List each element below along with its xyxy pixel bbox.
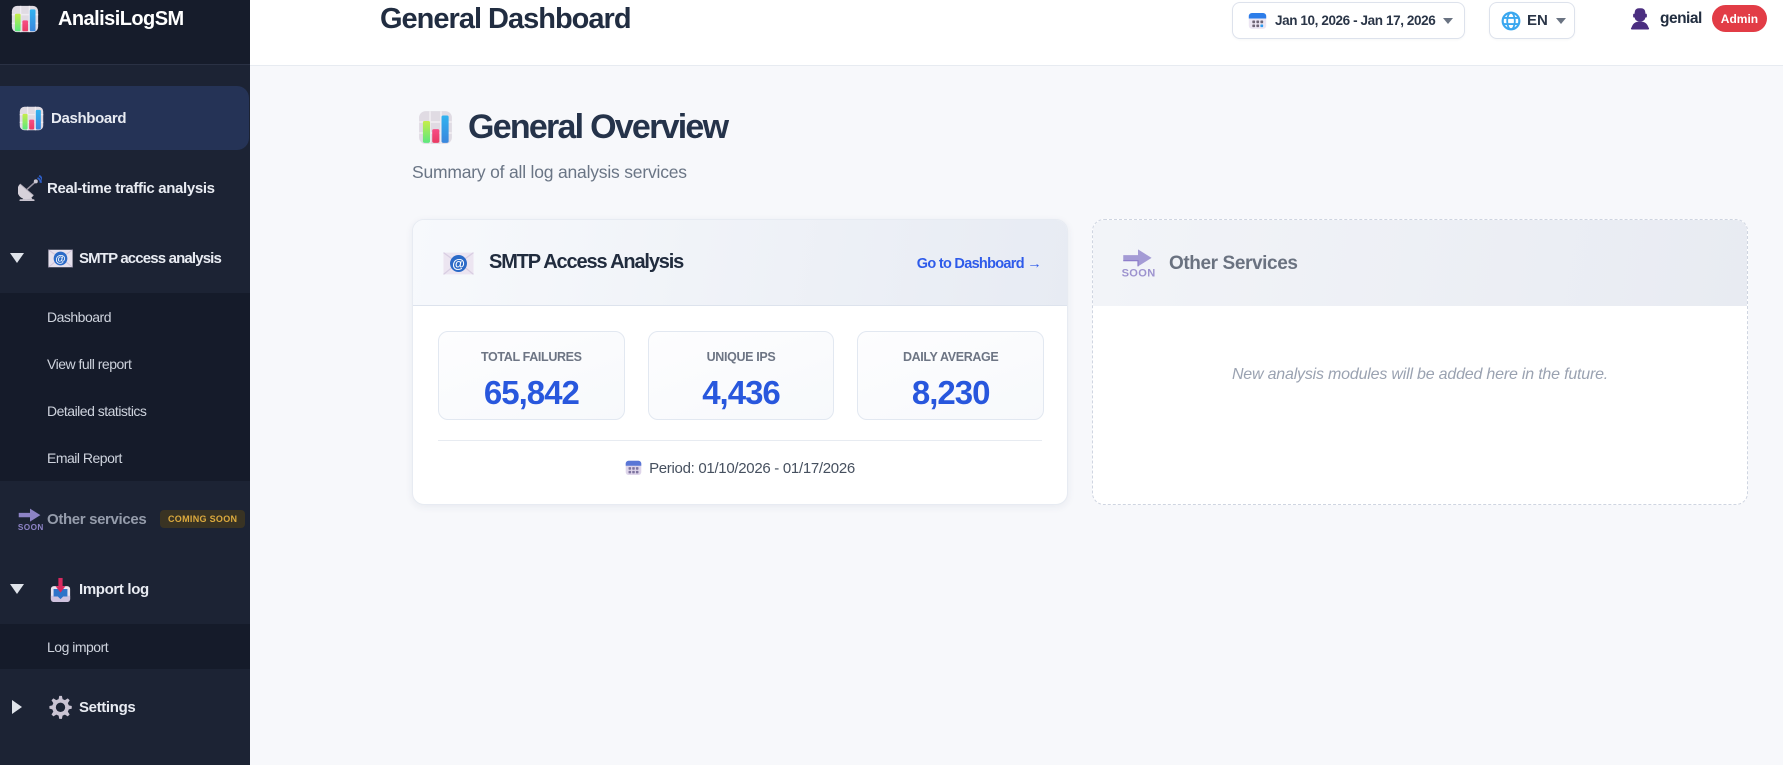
svg-text:SOON: SOON — [18, 523, 43, 532]
svg-text:@: @ — [452, 256, 465, 271]
svg-text:@: @ — [55, 254, 65, 265]
svg-text:SOON: SOON — [1122, 268, 1155, 280]
